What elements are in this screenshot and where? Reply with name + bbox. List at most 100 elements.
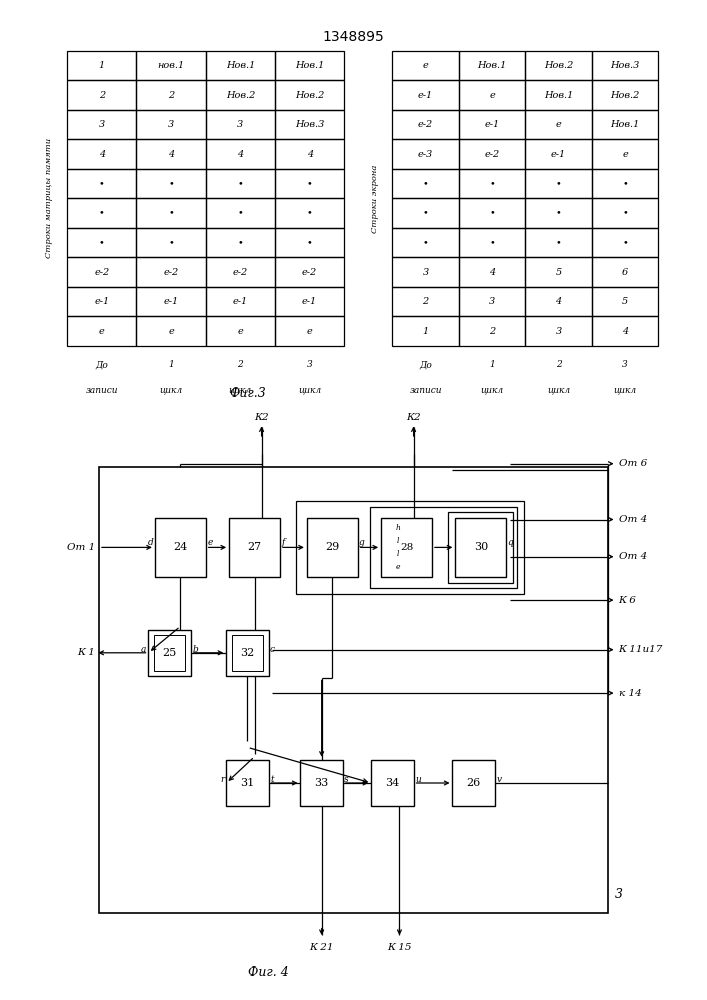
Text: c: c [270,645,275,654]
Bar [232,635,263,671]
Bar [525,139,592,169]
Text: К 6: К 6 [619,596,636,605]
Text: 3: 3 [622,360,628,369]
Text: d: d [148,538,153,547]
Text: Фиг. 4: Фиг. 4 [248,966,289,979]
Text: e-2: e-2 [418,120,433,129]
Text: •: • [622,179,628,188]
Bar [136,198,206,228]
Text: e: e [307,327,312,336]
Text: 3: 3 [238,120,243,129]
Text: 1348895: 1348895 [322,30,385,44]
Bar [148,630,191,676]
Bar [392,228,459,257]
Bar [67,287,136,316]
Text: До: До [95,360,108,369]
Text: 2: 2 [99,91,105,100]
Bar [459,80,525,110]
Text: e-1: e-1 [94,297,110,306]
Bar [206,228,275,257]
Bar [592,110,658,139]
Bar [300,760,343,806]
Text: 2: 2 [423,297,428,306]
Text: •: • [238,238,243,247]
Bar [370,507,517,588]
Text: r: r [220,775,224,784]
Bar [67,316,136,346]
Text: e-2: e-2 [163,268,179,277]
Text: От 4: От 4 [619,552,647,561]
Text: •: • [238,179,243,188]
Bar [229,518,280,577]
Bar [226,630,269,676]
Text: 2: 2 [238,360,243,369]
Text: До: До [419,360,432,369]
Bar [206,316,275,346]
Text: •: • [168,209,174,218]
Bar [67,257,136,287]
Text: 4: 4 [556,297,561,306]
Bar [455,518,506,577]
Bar [392,287,459,316]
Text: 33: 33 [315,778,329,788]
Text: От 6: От 6 [619,459,647,468]
Text: Строки экрона: Строки экрона [370,164,379,233]
Text: •: • [168,238,174,247]
Text: •: • [99,179,105,188]
Bar [459,169,525,198]
Bar [459,287,525,316]
Text: •: • [489,238,495,247]
Bar [525,316,592,346]
Bar [392,110,459,139]
Text: К 1: К 1 [78,648,95,657]
Bar [392,316,459,346]
Bar [275,139,344,169]
Text: К2: К2 [255,413,269,422]
Bar [592,198,658,228]
Text: e-3: e-3 [418,150,433,159]
Bar [275,169,344,198]
Text: 3: 3 [489,297,495,306]
Bar [275,287,344,316]
Bar [206,257,275,287]
Text: Нов.3: Нов.3 [295,120,325,129]
Bar [206,110,275,139]
Text: e: e [556,120,561,129]
Text: •: • [99,238,105,247]
Text: e: e [396,563,400,571]
Bar [206,287,275,316]
Bar [206,198,275,228]
Bar [275,257,344,287]
Bar [206,169,275,198]
Bar [206,139,275,169]
Bar [67,110,136,139]
Text: 27: 27 [247,542,262,552]
Text: e-2: e-2 [233,268,248,277]
Text: От 4: От 4 [619,515,647,524]
Text: 1: 1 [168,360,174,369]
Bar [592,257,658,287]
Text: 4: 4 [489,268,495,277]
Bar [136,110,206,139]
Text: 25: 25 [163,648,177,658]
Bar [392,51,459,80]
Text: 3: 3 [615,888,623,901]
Text: 5: 5 [556,268,561,277]
Text: 26: 26 [467,778,481,788]
Text: 32: 32 [240,648,255,658]
Text: •: • [307,238,312,247]
Text: Нов.2: Нов.2 [610,91,640,100]
Text: •: • [489,209,495,218]
Text: •: • [423,179,428,188]
Text: •: • [168,179,174,188]
Text: a: a [141,645,146,654]
Bar [275,228,344,257]
Bar [592,228,658,257]
Text: e: e [99,327,105,336]
Bar [392,169,459,198]
Text: •: • [307,179,312,188]
Bar [67,228,136,257]
Text: q: q [508,538,513,547]
Text: •: • [622,238,628,247]
Bar [452,760,495,806]
